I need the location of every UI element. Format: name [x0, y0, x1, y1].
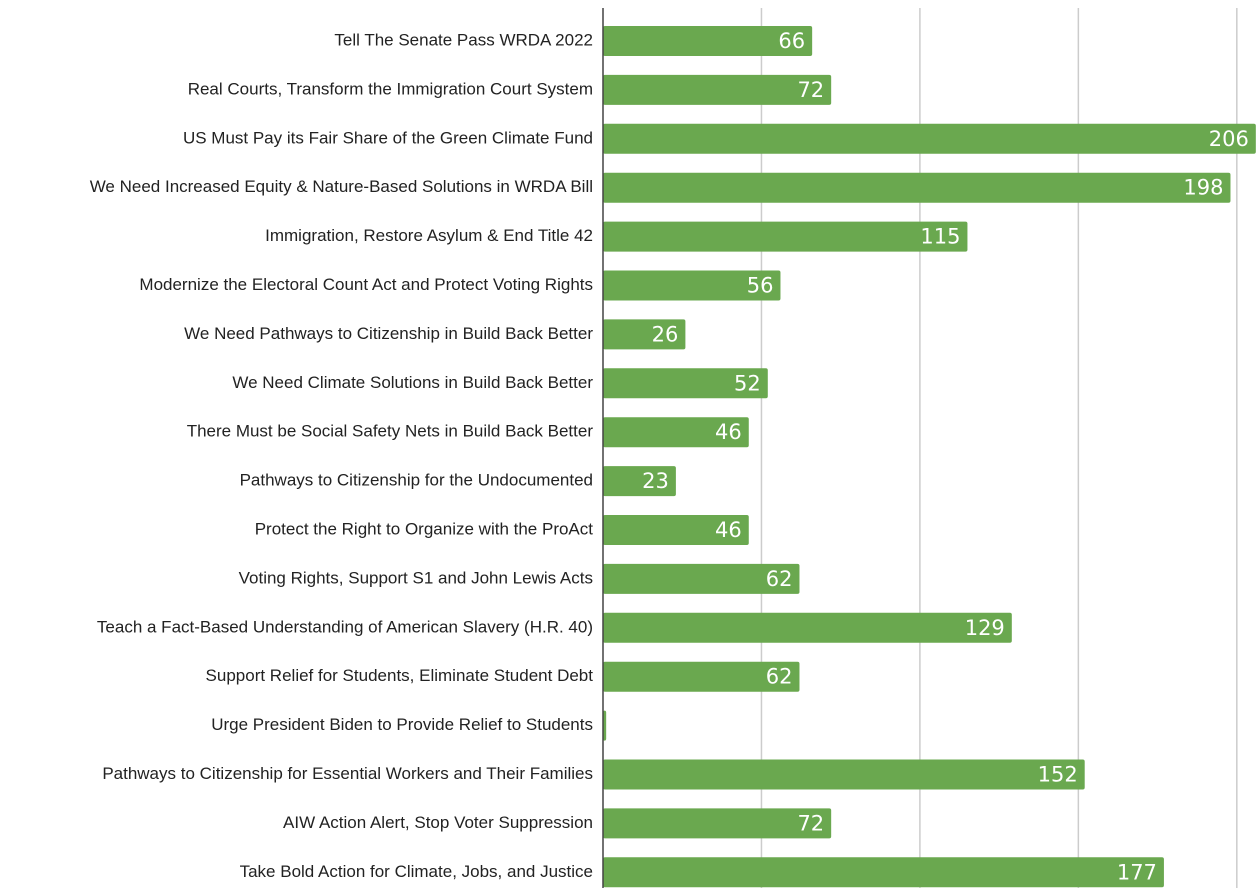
data-label: 177: [1117, 860, 1157, 884]
bar: [603, 270, 781, 301]
category-label: Voting Rights, Support S1 and John Lewis…: [239, 568, 593, 587]
data-label: 206: [1209, 127, 1249, 151]
data-label: 46: [715, 518, 742, 542]
data-label: 152: [1038, 763, 1078, 787]
data-label: 46: [715, 420, 742, 444]
data-label: 62: [766, 567, 793, 591]
bar: [603, 417, 749, 448]
bar: [603, 172, 1231, 203]
category-label: We Need Increased Equity & Nature-Based …: [90, 177, 593, 196]
category-label: We Need Pathways to Citizenship in Build…: [184, 324, 593, 343]
category-label: Pathways to Citizenship for Essential Wo…: [102, 764, 593, 783]
category-label: Urge President Biden to Provide Relief t…: [211, 715, 593, 734]
category-label: Protect the Right to Organize with the P…: [255, 519, 594, 538]
bar: [603, 612, 1012, 643]
data-label: 66: [778, 29, 805, 53]
bar: [603, 319, 686, 350]
category-label: US Must Pay its Fair Share of the Green …: [183, 128, 593, 147]
bar: [603, 515, 749, 545]
data-label: 62: [766, 665, 793, 689]
data-label: 72: [797, 78, 824, 102]
category-label: AIW Action Alert, Stop Voter Suppression: [283, 813, 593, 832]
bar: [603, 368, 768, 399]
bar: [603, 74, 832, 105]
bar: [603, 123, 1256, 154]
bar: [603, 563, 800, 594]
bar: [603, 759, 1085, 790]
data-label: 115: [920, 225, 960, 249]
bar: [603, 808, 832, 839]
category-label: There Must be Social Safety Nets in Buil…: [187, 422, 594, 441]
data-label: 198: [1183, 176, 1223, 200]
category-label: Pathways to Citizenship for the Undocume…: [240, 471, 593, 490]
bar: [603, 26, 813, 56]
category-label: Modernize the Electoral Count Act and Pr…: [139, 275, 593, 294]
category-label: Support Relief for Students, Eliminate S…: [206, 666, 594, 685]
category-label: Tell The Senate Pass WRDA 2022: [334, 30, 593, 49]
data-label: 52: [734, 371, 761, 395]
bar: [603, 661, 800, 692]
category-label: Real Courts, Transform the Immigration C…: [188, 79, 593, 98]
bar: [603, 221, 968, 252]
category-label: We Need Climate Solutions in Build Back …: [232, 373, 593, 392]
bar: [603, 466, 676, 497]
data-label: 23: [642, 469, 669, 493]
category-label: Teach a Fact-Based Understanding of Amer…: [97, 617, 593, 636]
bar: [603, 857, 1164, 888]
data-label: 56: [747, 274, 774, 298]
data-label: 72: [797, 811, 824, 835]
category-label: Immigration, Restore Asylum & End Title …: [265, 226, 593, 245]
data-label: 26: [652, 322, 679, 346]
bar: [603, 710, 607, 741]
data-label: 129: [965, 616, 1005, 640]
category-label: Take Bold Action for Climate, Jobs, and …: [240, 862, 593, 881]
